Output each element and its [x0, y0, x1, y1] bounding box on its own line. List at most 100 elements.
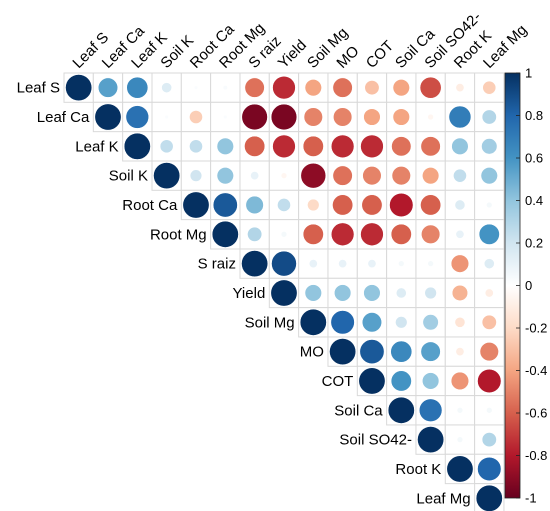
- colorbar-tick-label: 0.2: [525, 236, 543, 251]
- correlation-circle-3-7: [280, 172, 288, 179]
- correlation-circle-6-7: [271, 250, 297, 277]
- correlation-circle-5-10: [360, 222, 384, 247]
- correlation-circle-7-12: [424, 286, 437, 300]
- correlation-circle-10-11: [390, 370, 412, 392]
- correlation-circle-10-12: [421, 372, 440, 390]
- correlation-circle-4-5: [212, 192, 238, 218]
- colorbar-tick-label: -0.6: [525, 406, 547, 421]
- correlation-circle-9-10: [359, 339, 385, 365]
- correlation-circle-8-12: [422, 314, 439, 331]
- correlation-circle-7-10: [363, 284, 381, 302]
- correlation-circle-5-5: [211, 220, 239, 248]
- correlation-circle-12-12: [417, 426, 445, 454]
- row-label: Soil Ca: [334, 402, 383, 419]
- correlation-circle-3-6: [250, 171, 260, 181]
- correlation-circle-1-1: [94, 103, 122, 131]
- colorbar: 1 0.8 0.6 0.4 0.2 0 -0.2 -0.4 -0.6 -0.8 -1: [504, 66, 547, 506]
- correlation-circle-8-11: [395, 316, 408, 329]
- row-label: S raiz: [198, 256, 236, 273]
- row-label: Soil K: [109, 168, 148, 185]
- correlation-circle-1-7: [270, 103, 298, 131]
- colorbar-tick-label: -0.8: [525, 448, 547, 463]
- correlation-circle-2-2: [123, 132, 151, 160]
- correlation-circle-1-6: [241, 103, 268, 131]
- correlation-circle-3-4: [189, 169, 203, 182]
- correlation-circle-2-11: [391, 136, 412, 157]
- correlation-circle-5-13: [455, 229, 465, 239]
- correlation-circle-6-6: [241, 250, 269, 278]
- correlation-circle-3-8: [300, 162, 327, 189]
- correlation-circle-1-2: [125, 105, 150, 129]
- correlation-circle-3-9: [332, 165, 353, 186]
- correlation-circle-9-11: [390, 340, 413, 363]
- correlation-circle-2-6: [244, 135, 266, 157]
- correlation-circle-2-4: [189, 139, 203, 154]
- correlation-circle-11-11: [387, 396, 415, 424]
- correlation-circle-8-10: [361, 312, 383, 333]
- correlation-circle-2-10: [360, 134, 384, 159]
- correlation-circle-4-8: [307, 198, 320, 212]
- correlation-circle-0-0: [65, 74, 93, 102]
- row-label: Root Mg: [150, 226, 207, 243]
- correlation-circle-1-10: [363, 108, 381, 126]
- correlation-circle-8-9: [330, 310, 355, 335]
- correlation-circle-2-5: [216, 137, 234, 155]
- correlation-circle-1-5: [223, 114, 228, 120]
- correlation-circle-5-6: [247, 226, 263, 242]
- correlation-circle-1-4: [189, 110, 203, 124]
- correlation-circle-7-13: [451, 284, 469, 302]
- correlation-circle-5-8: [302, 223, 324, 245]
- correlation-circle-11-14: [486, 407, 493, 414]
- correlation-circle-3-14: [480, 167, 498, 185]
- correlation-circle-2-9: [330, 134, 355, 159]
- correlation-circle-7-8: [304, 284, 322, 302]
- correlation-circle-5-14: [478, 223, 500, 245]
- grid-cell: [444, 72, 476, 103]
- correlation-circle-4-6: [245, 195, 264, 215]
- colorbar-tick-label: 0: [525, 278, 532, 293]
- correlation-circle-2-14: [481, 138, 498, 155]
- correlation-circle-0-1: [97, 77, 119, 98]
- correlation-circle-3-5: [216, 167, 234, 185]
- correlation-circle-6-12: [427, 260, 434, 267]
- correlation-circle-9-12: [420, 341, 441, 362]
- correlation-circle-7-14: [484, 288, 494, 298]
- correlation-circle-0-4: [193, 85, 199, 90]
- correlation-circle-2-3: [159, 139, 174, 154]
- correlation-circle-8-14: [481, 314, 497, 330]
- row-label: Leaf S: [17, 80, 60, 97]
- correlation-circle-0-14: [482, 80, 497, 95]
- grid-cell: [474, 395, 505, 426]
- colorbar-tick-label: -0.2: [525, 321, 547, 336]
- correlation-circle-3-12: [421, 167, 440, 185]
- correlation-circle-2-7: [272, 134, 296, 159]
- correlation-circle-0-2: [126, 76, 149, 99]
- correlation-circle-0-6: [244, 77, 265, 98]
- correlation-circle-4-7: [277, 198, 291, 212]
- row-label: Root K: [395, 461, 441, 478]
- column-label: COT: [363, 37, 397, 71]
- correlation-circle-9-14: [479, 342, 499, 362]
- correlation-circle-0-10: [364, 80, 380, 96]
- correlation-circle-13-13: [446, 455, 474, 483]
- correlation-circle-12-13: [456, 436, 464, 443]
- colorbar-tick-label: 0.8: [525, 108, 543, 123]
- correlation-circle-4-11: [389, 192, 414, 218]
- correlation-circle-5-12: [421, 224, 441, 244]
- correlation-circle-1-9: [333, 107, 353, 127]
- correlation-circle-1-8: [303, 107, 323, 127]
- row-label: Root Ca: [122, 197, 178, 214]
- correlation-circle-2-12: [420, 136, 441, 157]
- correlation-circle-3-3: [153, 162, 181, 190]
- correlation-circle-6-11: [398, 260, 405, 267]
- correlation-circle-4-13: [454, 199, 466, 211]
- correlation-circle-1-13: [448, 105, 472, 129]
- row-label: Soil SO42-: [339, 432, 412, 449]
- correlation-circle-9-9: [329, 338, 357, 366]
- row-label: MO: [300, 344, 324, 361]
- correlation-circle-6-14: [483, 258, 495, 270]
- correlation-circle-0-8: [304, 79, 322, 97]
- correlation-circle-1-12: [427, 113, 434, 121]
- correlation-circle-5-11: [390, 223, 412, 245]
- correlation-circle-3-11: [391, 166, 411, 186]
